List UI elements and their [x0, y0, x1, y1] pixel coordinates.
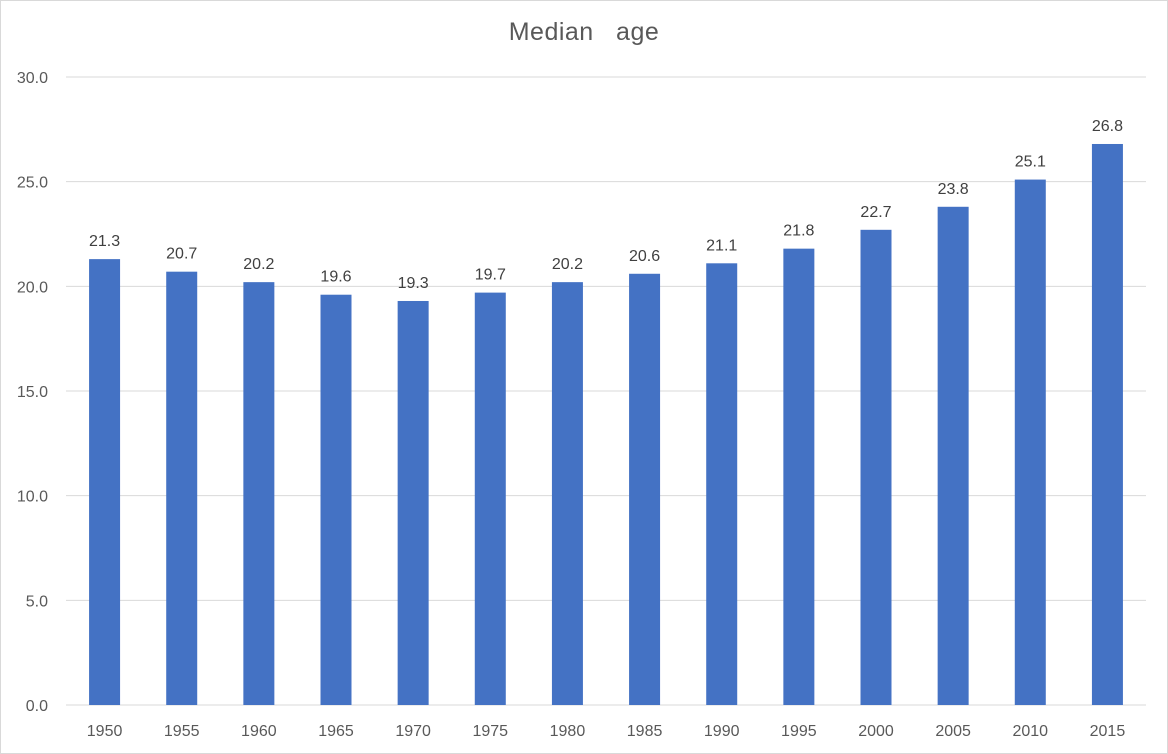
y-tick-label: 10.0	[17, 489, 48, 506]
y-tick-label: 20.0	[17, 279, 48, 296]
data-labels: 21.3 20.7 20.2 19.6 19.3 19.7 20.2 20.6 21.1 21.8…	[89, 118, 1123, 292]
x-axis-ticks: 1950 1955 1960 1965 1970 1975 1980 1985 1990 1995…	[87, 723, 1126, 740]
bar	[243, 282, 275, 705]
data-label: 22.7	[860, 204, 891, 221]
bar	[166, 271, 198, 705]
data-label: 19.3	[398, 275, 429, 292]
y-axis-ticks: 0.0 5.0 10.0 15.0 20.0 25.0 30.0	[17, 70, 48, 715]
y-tick-label: 25.0	[17, 175, 48, 192]
x-tick-label: 1970	[395, 723, 431, 740]
bar	[397, 300, 429, 705]
gridlines	[66, 76, 1146, 706]
x-tick-label: 1995	[781, 723, 817, 740]
x-tick-label: 2015	[1090, 723, 1126, 740]
x-tick-label: 1950	[87, 723, 123, 740]
data-label: 21.1	[706, 237, 737, 254]
x-tick-label: 1975	[472, 723, 508, 740]
x-tick-label: 2010	[1012, 723, 1048, 740]
x-tick-label: 2000	[858, 723, 894, 740]
bar	[860, 229, 892, 705]
y-tick-label: 0.0	[26, 698, 48, 715]
chart-title: Median age	[508, 18, 660, 46]
x-tick-label: 1955	[164, 723, 200, 740]
data-label: 23.8	[938, 181, 969, 198]
bar	[1014, 179, 1046, 705]
bar	[1091, 143, 1123, 705]
bar	[629, 273, 661, 705]
data-label: 19.6	[320, 269, 351, 286]
y-tick-label: 5.0	[26, 593, 48, 610]
y-tick-label: 15.0	[17, 384, 48, 401]
bar	[783, 248, 815, 706]
data-label: 20.6	[629, 248, 660, 265]
bar	[937, 206, 969, 705]
data-label: 26.8	[1092, 118, 1123, 135]
bar	[320, 294, 352, 705]
bar	[474, 292, 506, 705]
data-label: 20.2	[552, 256, 583, 273]
x-tick-label: 2005	[935, 723, 971, 740]
x-tick-label: 1990	[704, 723, 740, 740]
data-label: 25.1	[1015, 154, 1046, 171]
data-label: 20.7	[166, 246, 197, 263]
data-label: 19.7	[475, 267, 506, 284]
bar	[89, 259, 121, 705]
data-label: 21.3	[89, 233, 120, 250]
bars	[89, 143, 1123, 706]
y-tick-label: 30.0	[17, 70, 48, 87]
bar	[706, 263, 738, 705]
data-label: 21.8	[783, 223, 814, 240]
x-tick-label: 1980	[550, 723, 586, 740]
data-label: 20.2	[243, 256, 274, 273]
x-tick-label: 1985	[627, 723, 663, 740]
x-tick-label: 1960	[241, 723, 277, 740]
x-tick-label: 1965	[318, 723, 354, 740]
bar	[551, 282, 583, 705]
